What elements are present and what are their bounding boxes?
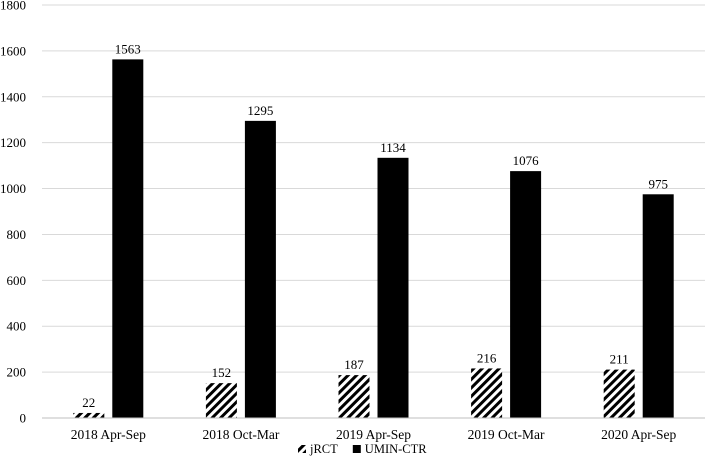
bar-jrct: [603, 369, 635, 418]
legend-swatch: [352, 445, 361, 453]
bar-jrct: [338, 375, 370, 418]
gridlines: [42, 4, 705, 373]
data-label: 22: [82, 395, 95, 410]
bar-jrct: [205, 383, 237, 418]
y-tick-label: 1600: [0, 43, 26, 58]
bar-jrct: [73, 412, 105, 418]
x-tick-label: 2019 Oct-Mar: [468, 427, 545, 442]
x-tick-label: 2019 Apr-Sep: [336, 427, 411, 442]
bars: [73, 59, 674, 419]
bar-jrct: [471, 368, 503, 418]
legend-label: jRCT: [309, 442, 338, 456]
data-label: 1563: [115, 41, 141, 56]
x-axis: 2018 Apr-Sep 2018 Oct-Mar 2019 Apr-Sep 2019…: [42, 417, 705, 442]
y-tick-label: 1000: [0, 181, 26, 196]
y-tick-label: 1400: [0, 89, 26, 104]
legend-label: UMIN-CTR: [365, 442, 427, 456]
bar-umin-ctr: [377, 157, 409, 418]
data-label: 187: [344, 357, 364, 372]
data-label: 211: [610, 352, 629, 367]
y-tick-label: 800: [7, 227, 27, 242]
y-axis: 0 200 400 600 800 1000 1200 1400 1600 1800: [0, 0, 26, 426]
x-tick-label: 2020 Apr-Sep: [601, 427, 676, 442]
data-label: 1076: [513, 153, 540, 168]
data-labels: 22 1563 152 1295 187 1134 216 1076 211 975: [82, 41, 668, 410]
legend: jRCT UMIN-CTR: [298, 442, 427, 456]
bar-umin-ctr: [112, 59, 144, 419]
x-tick-label: 2018 Oct-Mar: [202, 427, 279, 442]
data-label: 975: [648, 176, 668, 191]
y-tick-label: 200: [7, 365, 27, 380]
y-tick-label: 600: [7, 273, 27, 288]
data-label: 152: [212, 365, 232, 380]
bar-umin-ctr: [510, 171, 542, 418]
y-tick-label: 400: [7, 319, 27, 334]
y-tick-label: 1800: [0, 0, 26, 13]
y-tick-label: 0: [20, 411, 27, 426]
x-tick-label: 2018 Apr-Sep: [71, 427, 146, 442]
legend-swatch: [298, 445, 306, 453]
data-label: 1295: [247, 103, 273, 118]
data-label: 216: [477, 350, 497, 365]
data-label: 1134: [380, 140, 406, 155]
y-tick-label: 1200: [0, 135, 26, 150]
bar-umin-ctr: [642, 194, 674, 418]
bar-umin-ctr: [244, 120, 276, 418]
